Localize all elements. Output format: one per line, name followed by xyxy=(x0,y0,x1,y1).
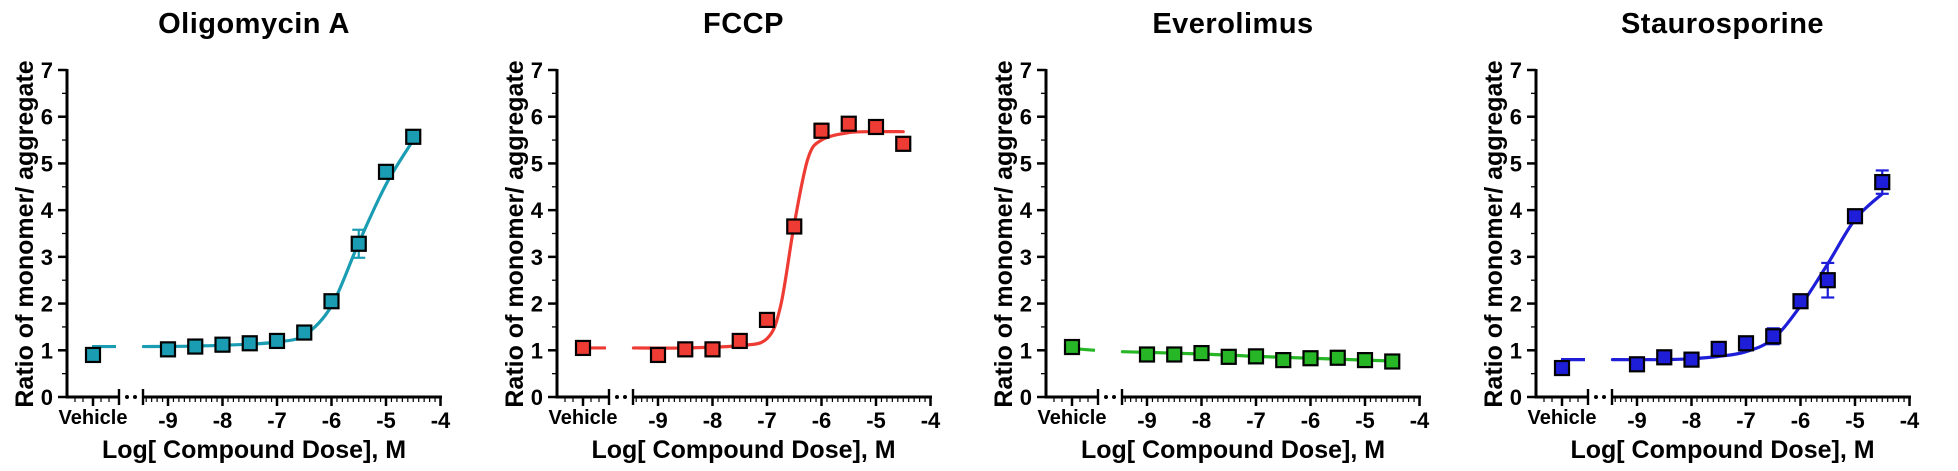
x-axis-label: Log[ Compound Dose], M xyxy=(1570,436,1875,464)
chart-panel-oligomycin-a: Oligomycin A Ratio of monomer/ aggregate… xyxy=(0,0,490,471)
svg-text:-8: -8 xyxy=(1681,408,1701,433)
chart-panel-staurosporine: Staurosporine Ratio of monomer/ aggregat… xyxy=(1469,0,1958,471)
panel-title: Everolimus xyxy=(1152,8,1314,40)
svg-text:4: 4 xyxy=(1020,198,1033,223)
svg-text:5: 5 xyxy=(1509,151,1521,176)
svg-text:-8: -8 xyxy=(213,408,233,433)
svg-text:-6: -6 xyxy=(1790,408,1810,433)
svg-text:3: 3 xyxy=(41,245,53,270)
svg-text:-6: -6 xyxy=(1301,408,1321,433)
svg-text:Vehicle: Vehicle xyxy=(1038,407,1107,429)
svg-text:3: 3 xyxy=(530,245,542,270)
svg-text:5: 5 xyxy=(1020,151,1032,176)
svg-text:4: 4 xyxy=(1509,198,1522,223)
svg-text:1: 1 xyxy=(530,338,542,363)
svg-text:1: 1 xyxy=(41,338,53,363)
svg-text:2: 2 xyxy=(530,292,542,317)
panel-title: Staurosporine xyxy=(1620,8,1825,40)
plot-canvas: 0 1 2 3 4 5 6 7 -9 -8 -7 -6 -5 -4 Vehicle xyxy=(530,58,940,433)
svg-text:-9: -9 xyxy=(1137,408,1157,433)
svg-text:-4: -4 xyxy=(1410,408,1430,433)
svg-text:-5: -5 xyxy=(866,408,886,433)
panel-title: Oligomycin A xyxy=(158,8,350,40)
svg-text:-6: -6 xyxy=(322,408,342,433)
plot-canvas: 0 1 2 3 4 5 6 7 -9 -8 -7 -6 -5 -4 Vehicle xyxy=(1020,58,1430,433)
plot-canvas: 0 1 2 3 4 5 6 7 -9 -8 -7 -6 -5 -4 Vehicle xyxy=(1509,58,1919,433)
svg-text:-7: -7 xyxy=(1246,408,1266,433)
svg-text:-4: -4 xyxy=(920,408,940,433)
svg-text:-7: -7 xyxy=(267,408,287,433)
svg-text:-5: -5 xyxy=(376,408,396,433)
svg-text:4: 4 xyxy=(41,198,54,223)
svg-text:3: 3 xyxy=(1020,245,1032,270)
svg-text:6: 6 xyxy=(1509,105,1521,130)
svg-text:-6: -6 xyxy=(811,408,831,433)
svg-text:2: 2 xyxy=(1020,292,1032,317)
svg-text:3: 3 xyxy=(1509,245,1521,270)
svg-text:1: 1 xyxy=(1509,338,1521,363)
x-axis-label: Log[ Compound Dose], M xyxy=(101,436,407,464)
svg-text:-4: -4 xyxy=(431,408,451,433)
svg-text:0: 0 xyxy=(530,385,542,410)
svg-text:5: 5 xyxy=(41,151,53,176)
svg-text:1: 1 xyxy=(1020,338,1032,363)
x-axis-label: Log[ Compound Dose], M xyxy=(1080,436,1386,464)
x-axis-label: Log[ Compound Dose], M xyxy=(591,436,896,464)
svg-text:-8: -8 xyxy=(702,408,722,433)
svg-text:7: 7 xyxy=(1020,58,1032,83)
svg-text:7: 7 xyxy=(1509,58,1521,83)
svg-text:0: 0 xyxy=(1020,385,1032,410)
svg-text:Vehicle: Vehicle xyxy=(548,407,617,429)
svg-text:0: 0 xyxy=(41,385,53,410)
svg-text:-5: -5 xyxy=(1845,408,1865,433)
panel-title: FCCP xyxy=(703,8,784,40)
svg-text:-8: -8 xyxy=(1192,408,1212,433)
svg-text:-7: -7 xyxy=(1736,408,1756,433)
svg-text:2: 2 xyxy=(41,292,53,317)
svg-text:7: 7 xyxy=(41,58,53,83)
svg-text:-5: -5 xyxy=(1355,408,1375,433)
svg-text:-4: -4 xyxy=(1899,408,1919,433)
svg-text:-7: -7 xyxy=(757,408,777,433)
svg-text:5: 5 xyxy=(530,151,542,176)
svg-text:2: 2 xyxy=(1509,292,1521,317)
svg-text:Vehicle: Vehicle xyxy=(1527,407,1596,429)
svg-text:7: 7 xyxy=(530,58,542,83)
svg-text:-9: -9 xyxy=(158,408,178,433)
svg-text:-9: -9 xyxy=(1627,408,1647,433)
svg-text:6: 6 xyxy=(1020,105,1032,130)
svg-text:Vehicle: Vehicle xyxy=(59,407,128,429)
svg-text:4: 4 xyxy=(530,198,543,223)
svg-text:6: 6 xyxy=(530,105,542,130)
svg-text:-9: -9 xyxy=(648,408,668,433)
plot-canvas: 0 1 2 3 4 5 6 7 -9 -8 -7 -6 -5 -4 Vehicle xyxy=(41,58,451,433)
svg-text:0: 0 xyxy=(1509,385,1521,410)
svg-text:6: 6 xyxy=(41,105,53,130)
chart-panel-everolimus: Everolimus Ratio of monomer/ aggregate 0… xyxy=(979,0,1469,471)
